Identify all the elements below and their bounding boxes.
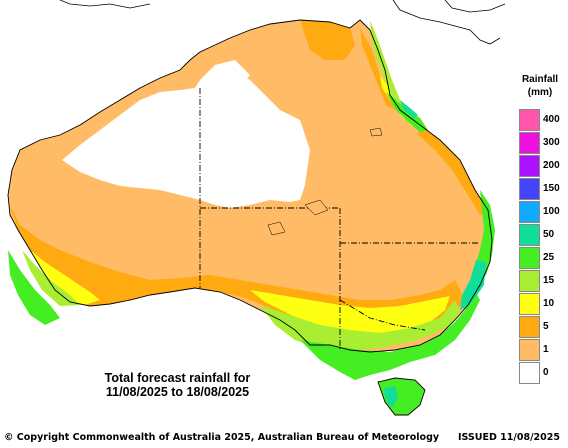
legend-label: 10 — [543, 298, 555, 309]
legend-item: 50 — [517, 224, 567, 247]
legend-swatch — [519, 109, 540, 131]
legend-swatch — [519, 224, 540, 246]
legend-item: 300 — [517, 132, 567, 155]
lakes — [267, 127, 383, 236]
legend-swatch — [519, 178, 540, 200]
region-50mm-ne — [400, 100, 418, 118]
tasmania-50mm — [384, 386, 398, 408]
legend-item: 10 — [517, 293, 567, 316]
legend-label: 200 — [543, 160, 560, 171]
png-coastline — [59, 0, 506, 45]
region-0mm-topend — [200, 60, 250, 92]
region-0mm — [62, 70, 310, 208]
copyright-text: © Copyright Commonwealth of Australia 20… — [4, 432, 440, 443]
legend-item: 400 — [517, 109, 567, 132]
region-25mm-sw — [8, 250, 60, 325]
region-15mm-sw — [22, 250, 80, 306]
legend-swatch — [519, 339, 540, 361]
legend-label: 150 — [543, 183, 560, 194]
legend-label: 300 — [543, 137, 560, 148]
legend-swatch — [519, 155, 540, 177]
legend-label: 50 — [543, 229, 555, 240]
footer: © Copyright Commonwealth of Australia 20… — [0, 429, 568, 448]
state-borders — [199, 88, 480, 350]
issued-date: ISSUED 11/08/2025 — [457, 432, 560, 443]
legend-item: 25 — [517, 247, 567, 270]
legend-label: 5 — [543, 321, 549, 332]
legend-swatch — [519, 201, 540, 223]
legend-item: 150 — [517, 178, 567, 201]
legend-item: 0 — [517, 362, 567, 385]
legend-item: 200 — [517, 155, 567, 178]
legend: 400 300 200 150 100 50 25 15 10 5 1 0 — [517, 109, 567, 385]
region-5mm-north — [300, 20, 355, 60]
legend-swatch — [519, 132, 540, 154]
caption-line-1: Total forecast rainfall for — [104, 371, 251, 385]
legend-swatch — [519, 293, 540, 315]
legend-title: Rainfall — [521, 74, 559, 85]
legend-item: 100 — [517, 201, 567, 224]
legend-swatch — [519, 316, 540, 338]
legend-label: 400 — [543, 114, 560, 125]
region-5mm-east — [418, 125, 488, 215]
tasmania-coastline — [377, 377, 426, 416]
caption-line-2: 11/08/2025 to 18/08/2025 — [105, 385, 250, 399]
region-25mm-se — [300, 290, 480, 380]
legend-item: 5 — [517, 316, 567, 339]
legend-item: 15 — [517, 270, 567, 293]
legend-swatch — [519, 270, 540, 292]
legend-label: 15 — [543, 275, 555, 286]
region-10mm-south — [250, 290, 450, 335]
region-10mm-sw — [30, 250, 100, 305]
legend-item: 1 — [517, 339, 567, 362]
region-50mm-east — [460, 260, 486, 310]
legend-label: 25 — [543, 252, 555, 263]
legend-label: 0 — [543, 367, 549, 378]
region-15mm-se — [260, 300, 460, 350]
map-caption: Total forecast rainfall for 11/08/2025 t… — [70, 371, 285, 399]
legend-label: 100 — [543, 206, 560, 217]
legend-units: (mm) — [527, 87, 553, 98]
legend-label: 1 — [543, 344, 549, 355]
coastline — [7, 19, 493, 353]
legend-swatch — [519, 362, 540, 384]
legend-swatch — [519, 247, 540, 269]
